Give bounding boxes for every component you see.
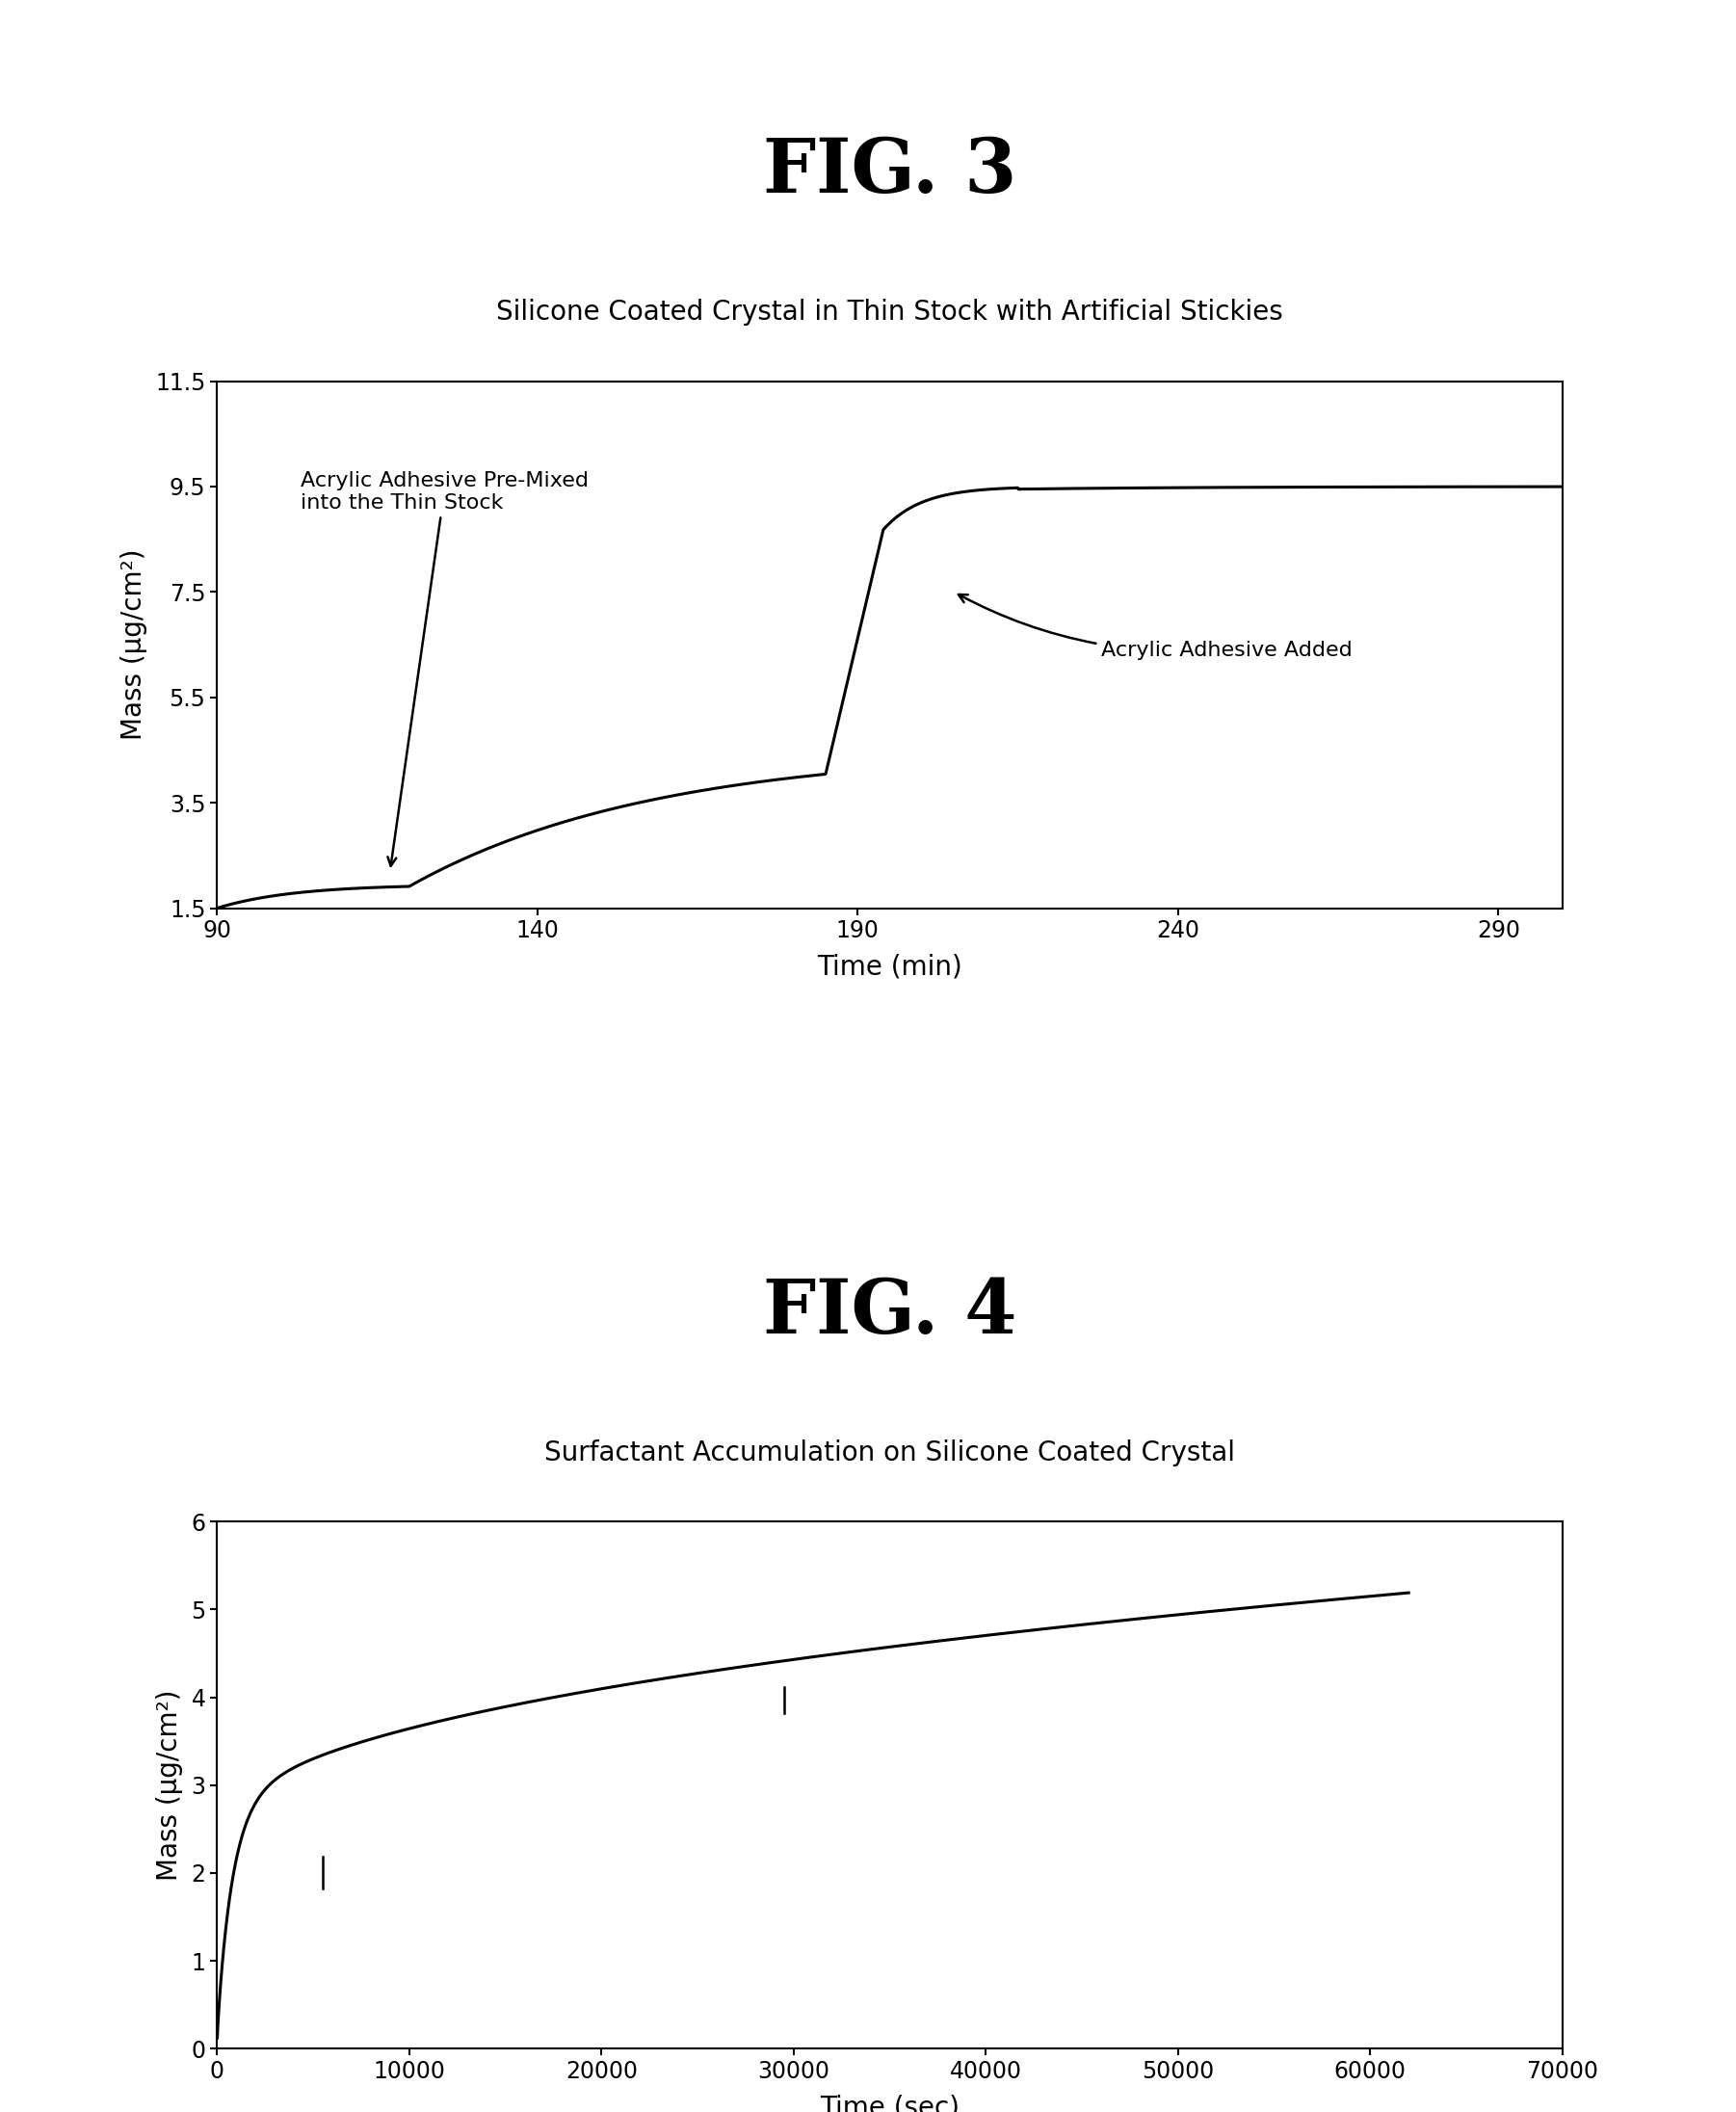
Text: Acrylic Adhesive Added: Acrylic Adhesive Added xyxy=(958,593,1352,659)
Y-axis label: Mass (μg/cm²): Mass (μg/cm²) xyxy=(156,1690,182,1882)
Text: Surfactant Accumulation on Silicone Coated Crystal: Surfactant Accumulation on Silicone Coat… xyxy=(545,1440,1234,1466)
Y-axis label: Mass (μg/cm²): Mass (μg/cm²) xyxy=(120,549,148,741)
Text: Silicone Coated Crystal in Thin Stock with Artificial Stickies: Silicone Coated Crystal in Thin Stock wi… xyxy=(496,300,1283,325)
Text: FIG. 3: FIG. 3 xyxy=(762,135,1017,209)
X-axis label: Time (min): Time (min) xyxy=(818,953,962,980)
Text: FIG. 4: FIG. 4 xyxy=(762,1276,1017,1350)
Text: Acrylic Adhesive Pre-Mixed
into the Thin Stock: Acrylic Adhesive Pre-Mixed into the Thin… xyxy=(300,471,589,866)
X-axis label: Time (sec): Time (sec) xyxy=(819,2093,960,2112)
